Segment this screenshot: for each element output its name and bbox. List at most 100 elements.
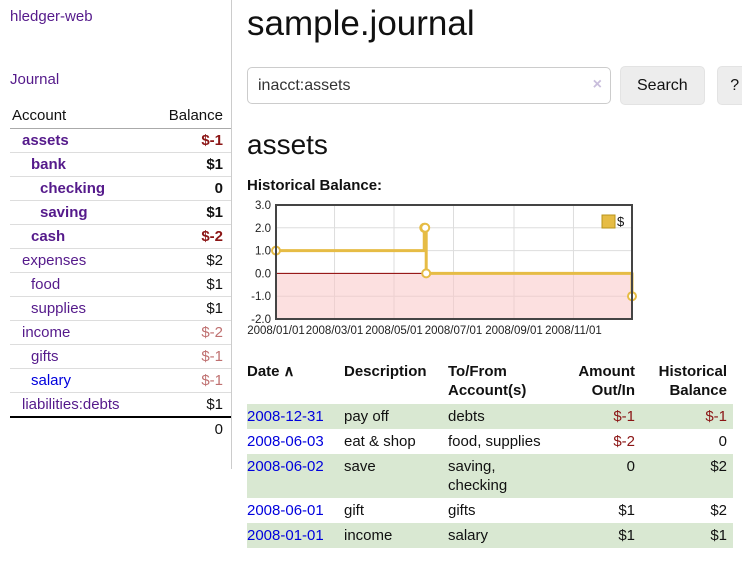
data-point bbox=[421, 268, 432, 279]
transaction-date-link[interactable]: 2008-06-01 bbox=[247, 502, 324, 519]
register-header-balance: Historical Balance bbox=[658, 363, 727, 399]
register-header-row: Date ∧ Description To/From Account(s) Amo… bbox=[247, 360, 733, 404]
register-date-cell: 2008-12-31 bbox=[247, 404, 344, 429]
accounts-header-row: Account Balance bbox=[10, 104, 231, 129]
account-link-supplies[interactable]: supplies bbox=[31, 300, 87, 317]
register-accounts-cell: gifts bbox=[448, 502, 476, 519]
legend-label: $ bbox=[617, 214, 625, 229]
account-name-cell: expenses bbox=[10, 248, 150, 273]
chart-title: Historical Balance: bbox=[247, 177, 383, 194]
search-button[interactable]: Search bbox=[620, 66, 705, 105]
account-link-liabilities-debts[interactable]: liabilities:debts bbox=[22, 396, 120, 413]
account-link-cash[interactable]: cash bbox=[31, 228, 66, 245]
negative-region bbox=[276, 273, 632, 319]
page-title: sample.journal bbox=[247, 4, 475, 43]
account-link-saving[interactable]: saving bbox=[40, 204, 88, 221]
account-balance: $1 bbox=[149, 392, 231, 418]
account-row: saving $1 bbox=[10, 200, 231, 225]
search-box: × bbox=[247, 67, 611, 104]
register-description-cell: eat & shop bbox=[344, 433, 416, 450]
register-balance-cell: $2 bbox=[710, 502, 727, 519]
accounts-header-account: Account bbox=[10, 104, 150, 129]
account-link-bank[interactable]: bank bbox=[31, 156, 67, 173]
account-name-cell: supplies bbox=[10, 296, 150, 321]
account-row: bank $1 bbox=[10, 152, 231, 177]
register-amount-cell: $-2 bbox=[613, 433, 635, 450]
account-balance: $1 bbox=[149, 200, 231, 225]
account-link-checking[interactable]: checking bbox=[40, 180, 106, 197]
main-content: sample.journal × Search ? assets Histori… bbox=[232, 0, 742, 568]
transaction-date-link[interactable]: 2008-12-31 bbox=[247, 408, 324, 425]
clear-search-icon[interactable]: × bbox=[592, 76, 602, 93]
register-row: 2008-12-31 pay off debts $-1 $-1 bbox=[247, 404, 733, 429]
account-link-gifts[interactable]: gifts bbox=[31, 348, 59, 365]
account-link-salary[interactable]: salary bbox=[31, 372, 72, 389]
y-tick-label: 1.0 bbox=[255, 246, 271, 258]
account-name-cell: assets bbox=[10, 128, 150, 153]
account-row: checking 0 bbox=[10, 176, 231, 201]
accounts-total-spacer bbox=[10, 416, 150, 441]
accounts-table: Account Balance assets $-1 bank $1 checking 0… bbox=[10, 104, 231, 441]
register-row: 2008-06-01 gift gifts $1 $2 bbox=[247, 498, 733, 523]
account-balance: $-1 bbox=[149, 344, 231, 369]
account-balance: $-2 bbox=[149, 224, 231, 249]
register-accounts-cell: salary bbox=[448, 527, 489, 544]
account-name-cell: income bbox=[10, 320, 150, 345]
account-name-cell: gifts bbox=[10, 344, 150, 369]
register-header-description: Description bbox=[344, 363, 427, 380]
account-link-food[interactable]: food bbox=[31, 276, 61, 293]
register-amount-cell: $1 bbox=[618, 527, 635, 544]
sidebar: hledger-web Journal Account Balance asse… bbox=[0, 0, 232, 469]
search-row: × Search ? bbox=[247, 66, 742, 105]
register-date-cell: 2008-06-01 bbox=[247, 498, 344, 523]
register-row: 2008-06-02 save saving, checking 0 $2 bbox=[247, 454, 733, 498]
register-table: Date ∧ Description To/From Account(s) Amo… bbox=[247, 360, 733, 548]
register-description-cell: gift bbox=[344, 502, 365, 519]
register-header-accounts: To/From Account(s) bbox=[448, 363, 527, 399]
y-tick-label: 0.0 bbox=[255, 268, 271, 280]
y-tick-label: -1.0 bbox=[251, 291, 271, 303]
search-input[interactable] bbox=[247, 67, 611, 104]
account-row: income $-2 bbox=[10, 320, 231, 345]
accounts-total-row: 0 bbox=[10, 416, 231, 441]
account-link-income[interactable]: income bbox=[22, 324, 71, 341]
help-button[interactable]: ? bbox=[716, 66, 742, 105]
account-row: expenses $2 bbox=[10, 248, 231, 273]
y-tick-label: -2.0 bbox=[251, 314, 271, 326]
legend-swatch bbox=[601, 214, 616, 229]
register-description-cell: income bbox=[344, 527, 393, 544]
transaction-date-link[interactable]: 2008-06-03 bbox=[247, 433, 324, 450]
account-name-cell: cash bbox=[10, 224, 150, 249]
account-balance: $2 bbox=[149, 248, 231, 273]
register-row: 2008-01-01 income salary $1 $1 bbox=[247, 523, 733, 548]
account-name-cell: saving bbox=[10, 200, 150, 225]
transaction-date-link[interactable]: 2008-01-01 bbox=[247, 527, 324, 544]
register-header-date-label: Date bbox=[247, 363, 280, 380]
account-row: food $1 bbox=[10, 272, 231, 297]
register-balance-cell: $1 bbox=[710, 527, 727, 544]
y-tick-label: 3.0 bbox=[255, 200, 271, 212]
account-link-assets[interactable]: assets bbox=[22, 132, 69, 149]
page: hledger-web Journal Account Balance asse… bbox=[0, 0, 742, 568]
account-row: liabilities:debts $1 bbox=[10, 392, 231, 418]
x-tick-label: 2008/11/01 bbox=[545, 325, 602, 337]
account-row: gifts $-1 bbox=[10, 344, 231, 369]
app-title-link[interactable]: hledger-web bbox=[10, 8, 93, 25]
accounts-header-balance: Balance bbox=[149, 104, 231, 129]
x-tick-label: 2008/09/01 bbox=[485, 325, 543, 337]
account-link-expenses[interactable]: expenses bbox=[22, 252, 87, 269]
account-name-cell: bank bbox=[10, 152, 150, 177]
journal-link[interactable]: Journal bbox=[10, 71, 60, 88]
plot-border bbox=[275, 204, 633, 320]
register-balance-cell: $2 bbox=[710, 458, 727, 475]
account-name-cell: liabilities:debts bbox=[10, 392, 150, 418]
transaction-date-link[interactable]: 2008-06-02 bbox=[247, 458, 324, 475]
account-name-cell: food bbox=[10, 272, 150, 297]
register-accounts-cell: food, supplies bbox=[448, 433, 541, 450]
account-balance: $-2 bbox=[149, 320, 231, 345]
x-tick-label: 2008/07/01 bbox=[425, 325, 483, 337]
account-row: cash $-2 bbox=[10, 224, 231, 249]
register-date-cell: 2008-06-02 bbox=[247, 454, 344, 498]
register-amount-cell: $1 bbox=[618, 502, 635, 519]
